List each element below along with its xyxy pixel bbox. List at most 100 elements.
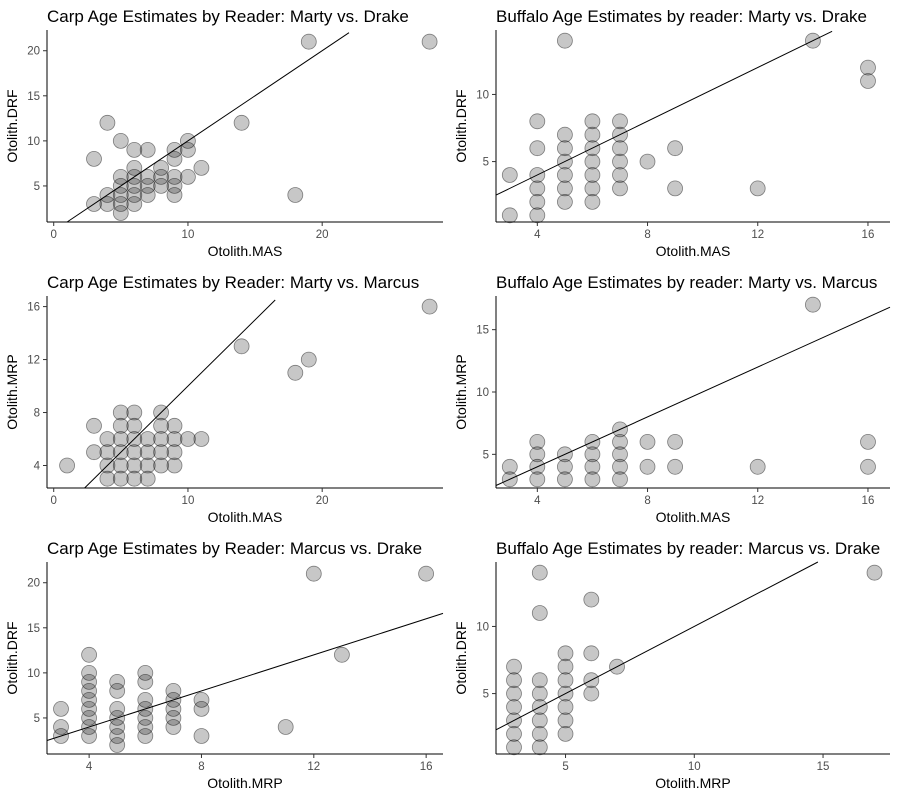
data-point xyxy=(583,591,600,608)
data-point xyxy=(109,674,126,690)
data-point xyxy=(557,140,573,157)
data-point xyxy=(137,728,154,744)
data-point xyxy=(109,701,126,717)
y-tick-label: 15 xyxy=(27,623,40,635)
data-point xyxy=(126,470,143,487)
data-point xyxy=(193,431,210,447)
y-axis-label: Otolith.MRP xyxy=(4,354,20,429)
data-point xyxy=(165,683,182,699)
x-tick-label: 20 xyxy=(316,495,329,507)
x-axis-label: Otolith.MAS xyxy=(656,509,731,525)
data-point xyxy=(153,444,170,461)
data-point xyxy=(583,645,600,662)
x-tick-label: 15 xyxy=(817,761,830,773)
data-point xyxy=(639,153,656,170)
data-point xyxy=(139,444,156,461)
data-point xyxy=(112,196,129,212)
points-group xyxy=(501,296,876,488)
y-tick-label: 5 xyxy=(483,449,489,461)
reference-line xyxy=(495,306,891,486)
data-point xyxy=(193,728,210,744)
x-tick-label: 12 xyxy=(307,761,320,773)
data-point xyxy=(667,458,683,475)
data-point xyxy=(584,113,601,130)
y-tick-label: 5 xyxy=(483,689,489,701)
data-point xyxy=(153,168,170,185)
x-tick-label: 16 xyxy=(862,229,875,241)
data-point xyxy=(99,470,116,487)
y-tick-label: 15 xyxy=(27,91,40,103)
data-point xyxy=(584,193,601,210)
data-point xyxy=(166,177,183,194)
data-point xyxy=(86,417,102,434)
data-point xyxy=(81,683,97,699)
data-point xyxy=(612,113,628,130)
data-point xyxy=(557,458,573,475)
data-point xyxy=(126,404,143,421)
y-tick-label: 10 xyxy=(27,136,40,148)
data-point xyxy=(639,458,656,475)
data-point xyxy=(501,207,518,224)
y-axis-label: Otolith.DRF xyxy=(453,621,469,694)
data-point xyxy=(109,683,126,699)
data-point xyxy=(639,433,656,450)
data-point xyxy=(277,719,294,735)
data-point xyxy=(506,672,522,689)
data-point xyxy=(112,417,129,434)
reference-line xyxy=(66,32,350,223)
data-point xyxy=(529,433,546,450)
x-tick-label: 0 xyxy=(51,229,57,241)
x-tick-label: 4 xyxy=(534,495,541,507)
data-point xyxy=(137,719,154,735)
data-point xyxy=(233,114,250,131)
data-point xyxy=(179,431,196,447)
data-point xyxy=(421,298,438,315)
data-point xyxy=(531,712,548,729)
data-point xyxy=(165,719,182,735)
data-point xyxy=(139,470,156,487)
data-point xyxy=(506,739,522,756)
chart-title: Carp Age Estimates by Reader: Marty vs. … xyxy=(47,7,409,26)
x-axis-label: Otolith.MAS xyxy=(208,243,283,259)
x-tick-label: 10 xyxy=(688,761,701,773)
data-point xyxy=(81,665,97,681)
data-point xyxy=(287,187,304,203)
data-point xyxy=(139,457,156,474)
data-point xyxy=(179,168,196,185)
data-point xyxy=(166,431,183,447)
x-tick-label: 16 xyxy=(420,761,433,773)
data-point xyxy=(86,444,102,461)
data-point xyxy=(612,140,628,157)
y-axis-label: Otolith.DRF xyxy=(4,621,20,694)
data-point xyxy=(126,457,143,474)
data-point xyxy=(109,728,126,744)
data-point xyxy=(139,141,156,158)
data-point xyxy=(99,114,116,131)
data-point xyxy=(153,431,170,447)
data-point xyxy=(287,364,304,381)
y-tick-label: 20 xyxy=(27,46,40,58)
data-point xyxy=(153,177,170,194)
data-point xyxy=(300,33,317,50)
chart-panel-1: Carp Age Estimates by Reader: Marty vs. … xyxy=(4,7,443,259)
data-point xyxy=(233,338,250,355)
data-point xyxy=(529,471,546,488)
x-tick-label: 8 xyxy=(198,761,204,773)
data-point xyxy=(860,59,876,76)
data-point xyxy=(81,710,97,726)
data-point xyxy=(99,431,116,447)
chart-panel-3: Carp Age Estimates by Reader: Marty vs. … xyxy=(4,273,443,525)
data-point xyxy=(165,701,182,717)
data-point xyxy=(749,458,766,475)
chart-title: Buffalo Age Estimates by reader: Marty v… xyxy=(496,273,877,292)
x-axis-label: Otolith.MRP xyxy=(655,775,730,791)
data-point xyxy=(153,457,170,474)
chart-panel-6: Buffalo Age Estimates by reader: Marcus … xyxy=(453,539,890,791)
x-tick-label: 8 xyxy=(644,495,650,507)
x-tick-label: 12 xyxy=(751,495,764,507)
x-tick-label: 10 xyxy=(182,495,195,507)
data-point xyxy=(501,458,518,475)
y-tick-label: 15 xyxy=(476,325,489,337)
data-point xyxy=(109,737,126,753)
